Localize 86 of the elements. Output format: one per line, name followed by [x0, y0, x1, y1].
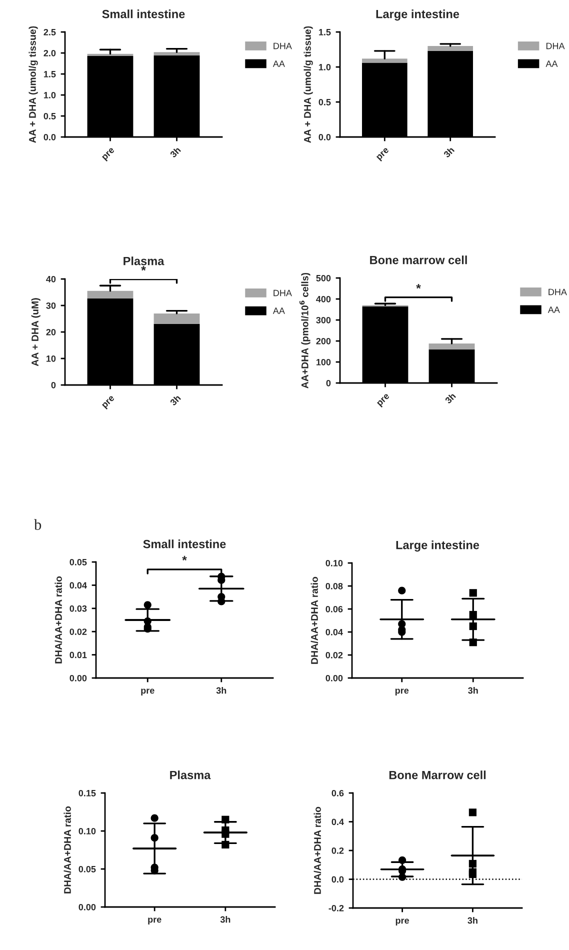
legend-label: DHA [274, 42, 292, 50]
y-axis-title: AA + DHA (uM) [31, 298, 40, 366]
y-tick-label: 0.00 [326, 674, 343, 682]
y-tick-label: 0.01 [70, 652, 87, 658]
y-tick-label: 0.4 [332, 818, 344, 826]
y-tick-label: 0.2 [332, 847, 344, 854]
legend-label: AA [546, 60, 558, 67]
y-tick-label: 10 [46, 355, 56, 362]
y-tick-label: 0.10 [78, 828, 96, 834]
legend-label: AA [548, 306, 560, 313]
y-tick-label: 2.0 [44, 50, 56, 56]
y-tick-label: 1.5 [44, 71, 56, 78]
y-tick-label: 0.5 [318, 98, 331, 106]
y-axis-title: DHA/AA+DHA ratio [54, 576, 62, 664]
x-tick-label: pre [395, 688, 409, 696]
x-tick-label: pre [102, 395, 116, 410]
text: * [141, 266, 146, 271]
y-tick-label: 0.00 [70, 674, 87, 682]
y-tick-label: 400 [316, 296, 331, 302]
y-tick-label: 0.04 [70, 582, 87, 589]
x-tick-label: 3h [169, 394, 182, 406]
chart-title: Small intestine [102, 10, 185, 18]
legend-label: DHA [274, 290, 292, 296]
y-tick-label: 0.02 [326, 652, 343, 658]
x-tick-label: 3h [216, 687, 226, 694]
legend-label: DHA [548, 288, 567, 296]
x-tick-label: pre [376, 393, 391, 408]
chart-title: Plasma [124, 256, 164, 266]
x-tick-label: 3h [220, 916, 230, 923]
y-tick-label: 30 [46, 302, 56, 309]
x-tick-label: 3h [444, 392, 456, 404]
x-tick-label: 3h [169, 146, 182, 158]
y-tick-label: 500 [316, 274, 331, 282]
legend-label: AA [272, 308, 285, 314]
legend-label: AA [272, 60, 285, 67]
chart-title: Small intestine [143, 540, 226, 548]
y-tick-label: 200 [316, 338, 331, 344]
y-axis-title: DHA/AA+DHA ratio [64, 806, 72, 894]
y-tick-label: 0.5 [44, 112, 56, 120]
y-tick-label: 0.02 [70, 628, 87, 635]
x-tick-label: pre [141, 688, 154, 696]
text: * [182, 556, 187, 561]
y-tick-label: 0.15 [78, 790, 96, 796]
y-tick-label: 100 [316, 358, 331, 366]
y-tick-label: 300 [316, 316, 331, 324]
y-tick-label: 0.08 [326, 582, 343, 590]
y-tick-label: 0.05 [78, 866, 96, 872]
annotation: * [416, 284, 421, 289]
y-tick-label: 0.03 [70, 605, 87, 612]
y-tick-label: 0.00 [78, 904, 96, 910]
y-tick-label: 2.5 [44, 28, 56, 36]
y-tick-label: -0.2 [328, 904, 344, 912]
y-tick-label: 0.05 [70, 558, 87, 566]
chart-title: Bone marrow cell [370, 256, 467, 264]
y-tick-label: 1.0 [318, 64, 331, 70]
text: b [34, 519, 42, 530]
x-tick-label: pre [396, 918, 410, 926]
y-tick-label: 0.04 [326, 628, 343, 636]
y-axis-title: AA+DHA (pmol/10$^{6}$ cells) [299, 272, 310, 388]
y-tick-label: 1.0 [44, 92, 56, 98]
y-tick-label: 0.6 [332, 790, 344, 796]
legend-label: DHA [546, 42, 565, 50]
y-tick-label: 20 [46, 328, 56, 336]
y-tick-label: 0 [326, 380, 331, 386]
x-tick-label: pre [102, 147, 116, 162]
x-tick-label: 3h [443, 146, 455, 158]
y-tick-label: 0.0 [44, 134, 56, 140]
y-tick-label: 0.10 [326, 560, 343, 566]
x-tick-label: 3h [468, 917, 478, 924]
y-axis-title: AA + DHA (umol/g tissue) [28, 26, 38, 143]
y-tick-label: 1.5 [318, 29, 331, 36]
x-tick-label: pre [148, 918, 162, 924]
y-tick-label: 0 [51, 382, 56, 388]
y-tick-label: 0.06 [326, 606, 343, 612]
chart-title: Bone Marrow cell [389, 770, 486, 780]
y-axis-title: DHA/AA+DHA ratio [310, 576, 318, 664]
x-tick-label: 3h [468, 687, 478, 694]
y-axis-title: DHA/AA+DHA ratio [314, 806, 322, 894]
y-tick-label: 0.0 [318, 134, 331, 140]
y-axis-title: AA + DHA (umol/g tissue) [304, 26, 313, 143]
x-tick-label: pre [376, 147, 390, 162]
chart-title: Large intestine [376, 10, 460, 21]
y-tick-label: 0.0 [332, 876, 344, 883]
chart-title: Large intestine [396, 540, 480, 552]
chart-title: Plasma [170, 770, 211, 780]
y-tick-label: 40 [46, 276, 56, 282]
